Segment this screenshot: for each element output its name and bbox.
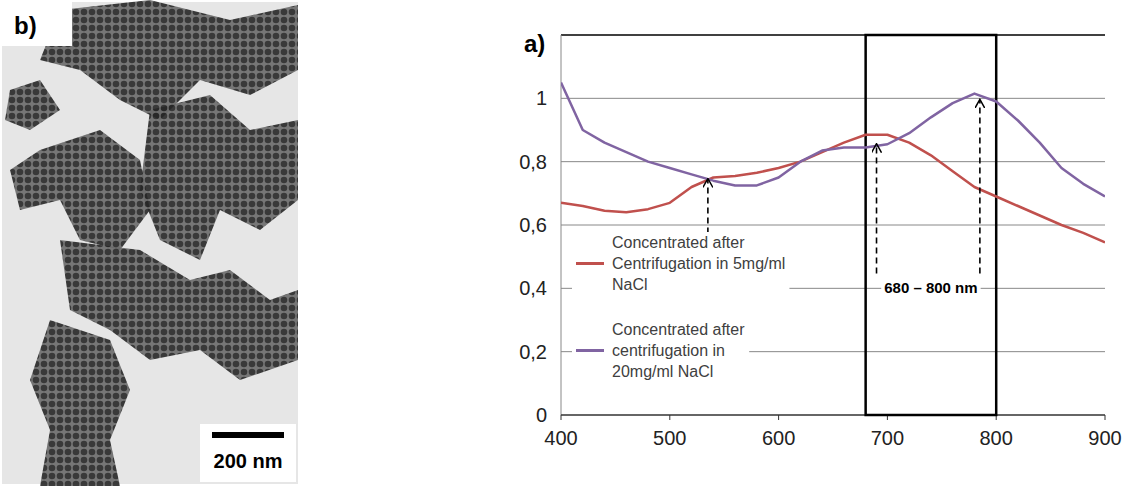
highlight-box — [866, 35, 997, 415]
scale-bar-label: 200 nm — [214, 450, 283, 472]
x-tick — [1105, 415, 1106, 420]
legend-label: Concentrated after Centrifugation in 5mg/… — [612, 234, 785, 293]
scale-bar-patch — [200, 424, 296, 482]
legend-line: 20mg/ml NaCl — [612, 363, 713, 380]
tem-image — [2, 0, 298, 486]
legend-entry: Concentrated after Centrifugation in 5mg/… — [572, 232, 789, 295]
panel-label: b) — [14, 12, 37, 39]
y-tick-label: 0,8 — [519, 151, 547, 173]
figure: b) 200 nm a) 0 0,2 0,4 0,6 0,8 1 400 500 600 700 800 9… — [0, 0, 1137, 486]
y-tick-label: 0,2 — [519, 341, 547, 363]
x-tick-label: 800 — [980, 427, 1013, 449]
y-tick-label: 0 — [536, 404, 547, 426]
legend-line: Concentrated after — [612, 234, 745, 251]
particle-cluster — [30, 320, 130, 486]
legend-line: Centrifugation in 5mg/ml — [612, 255, 785, 272]
grid-line — [561, 225, 1105, 226]
particle-cluster — [40, 0, 298, 120]
particle-cluster — [5, 80, 60, 130]
grid-line — [561, 98, 1105, 99]
series-line — [561, 135, 1105, 243]
legend-line: centrifugation in — [612, 342, 725, 359]
legend-swatch — [576, 349, 604, 352]
legend-background — [572, 319, 749, 382]
legend-label: Concentrated after centrifugation in 20mg/… — [612, 321, 745, 380]
scale-bar — [212, 432, 284, 438]
panel-label: a) — [524, 30, 545, 57]
frame-top — [561, 34, 1105, 36]
legend-background — [572, 232, 789, 295]
x-tick — [669, 415, 670, 420]
plot-area — [561, 83, 1105, 243]
legend-line: NaCl — [612, 276, 648, 293]
y-tick-label: 1 — [536, 87, 547, 109]
x-tick-label: 400 — [544, 427, 577, 449]
particle-cluster — [140, 95, 298, 260]
particle-cluster — [10, 130, 150, 250]
label-patch — [2, 2, 72, 46]
legend-swatch — [576, 262, 604, 265]
x-tick-label: 900 — [1088, 427, 1121, 449]
y-tick-label: 0,6 — [519, 214, 547, 236]
grid-line — [561, 161, 1105, 162]
annotation-arrow — [876, 145, 878, 274]
y-tick-label: 0,4 — [519, 277, 547, 299]
x-tick-label: 700 — [871, 427, 904, 449]
x-tick — [778, 415, 779, 420]
legend-entry: Concentrated after centrifugation in 20mg/… — [572, 319, 749, 382]
x-tick-label: 600 — [762, 427, 795, 449]
x-axis-line — [561, 414, 1105, 416]
highlight-label: 680 – 800 nm — [884, 279, 977, 296]
x-tick-label: 500 — [653, 427, 686, 449]
annotation-arrow — [979, 100, 981, 273]
x-tick — [561, 415, 562, 420]
label-patch — [881, 277, 980, 298]
series-line — [561, 83, 1105, 197]
legend-line: Concentrated after — [612, 321, 745, 338]
